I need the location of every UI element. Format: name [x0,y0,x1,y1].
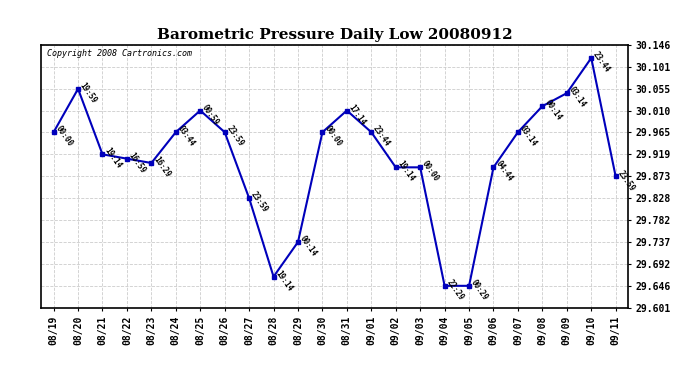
Text: 00:29: 00:29 [469,278,490,302]
Text: 23:59: 23:59 [225,124,246,148]
Text: 19:59: 19:59 [78,81,99,105]
Text: 23:44: 23:44 [591,50,612,74]
Text: 23:59: 23:59 [249,190,270,214]
Text: 16:29: 16:29 [151,155,172,179]
Text: 00:00: 00:00 [54,124,75,148]
Text: Copyright 2008 Cartronics.com: Copyright 2008 Cartronics.com [47,49,193,58]
Text: 19:14: 19:14 [396,159,416,183]
Title: Barometric Pressure Daily Low 20080912: Barometric Pressure Daily Low 20080912 [157,28,513,42]
Text: 00:14: 00:14 [298,234,319,258]
Text: 00:00: 00:00 [420,159,441,183]
Text: 19:14: 19:14 [273,269,294,293]
Text: 00:00: 00:00 [322,124,343,148]
Text: 22:29: 22:29 [444,278,465,302]
Text: 23:44: 23:44 [371,124,392,148]
Text: 23:59: 23:59 [615,168,636,193]
Text: 03:14: 03:14 [566,85,587,109]
Text: 00:59: 00:59 [200,103,221,127]
Text: 00:14: 00:14 [542,98,563,122]
Text: 19:14: 19:14 [103,146,123,171]
Text: 16:59: 16:59 [127,151,148,175]
Text: 17:14: 17:14 [347,103,368,127]
Text: 03:44: 03:44 [176,124,197,148]
Text: 04:44: 04:44 [493,159,514,183]
Text: 03:14: 03:14 [518,124,539,148]
